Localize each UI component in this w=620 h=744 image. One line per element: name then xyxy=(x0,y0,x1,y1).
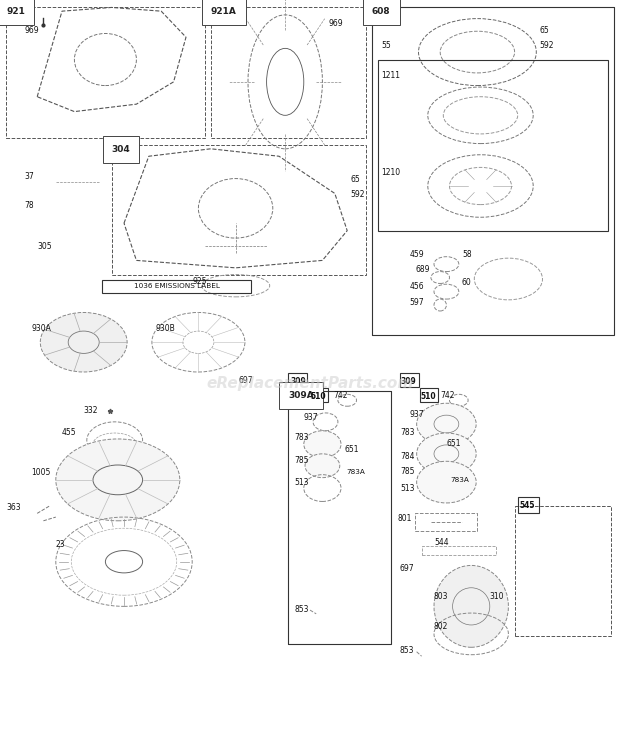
Text: 853: 853 xyxy=(294,605,309,614)
Text: 801: 801 xyxy=(397,514,412,523)
Text: 1036 EMISSIONS LABEL: 1036 EMISSIONS LABEL xyxy=(134,283,219,289)
Text: 456: 456 xyxy=(409,282,424,291)
Ellipse shape xyxy=(305,454,340,478)
Text: 803: 803 xyxy=(434,592,448,601)
Text: 651: 651 xyxy=(446,440,461,449)
Text: 544: 544 xyxy=(434,539,449,548)
Text: 921A: 921A xyxy=(211,7,237,16)
Text: 310: 310 xyxy=(490,592,504,601)
Text: 55: 55 xyxy=(381,42,391,51)
Text: 697: 697 xyxy=(239,376,254,385)
Ellipse shape xyxy=(40,312,127,372)
Text: 459: 459 xyxy=(409,250,424,259)
Text: 784: 784 xyxy=(400,452,414,461)
Text: 969: 969 xyxy=(25,26,40,35)
Text: 969: 969 xyxy=(329,19,343,28)
Ellipse shape xyxy=(417,433,476,475)
Ellipse shape xyxy=(434,565,508,647)
Text: 513: 513 xyxy=(294,478,309,487)
Text: 305: 305 xyxy=(37,243,52,251)
Text: 58: 58 xyxy=(462,250,472,259)
Text: 921: 921 xyxy=(6,7,25,16)
Ellipse shape xyxy=(56,439,180,521)
Text: 510: 510 xyxy=(420,392,436,401)
Text: 1211: 1211 xyxy=(381,71,401,80)
Text: 783A: 783A xyxy=(346,469,365,475)
Text: 689: 689 xyxy=(415,265,430,274)
Text: 937: 937 xyxy=(304,414,319,423)
Text: 304: 304 xyxy=(112,145,130,154)
Text: 37: 37 xyxy=(25,172,35,181)
Text: 1005: 1005 xyxy=(31,468,50,477)
Text: 1210: 1210 xyxy=(381,168,401,177)
Text: eReplacementParts.com: eReplacementParts.com xyxy=(206,376,414,391)
Text: 545: 545 xyxy=(520,501,535,510)
Text: 802: 802 xyxy=(434,622,448,631)
Ellipse shape xyxy=(304,431,341,458)
Text: 309A: 309A xyxy=(288,391,314,400)
Text: 23: 23 xyxy=(56,540,66,549)
Text: 592: 592 xyxy=(539,42,554,51)
Text: 513: 513 xyxy=(400,484,414,493)
Text: 930B: 930B xyxy=(155,324,175,333)
Text: 60: 60 xyxy=(462,278,472,287)
Ellipse shape xyxy=(417,403,476,445)
Text: 925: 925 xyxy=(192,278,206,286)
Text: 455: 455 xyxy=(62,429,77,437)
Text: 592: 592 xyxy=(350,190,365,199)
Text: 785: 785 xyxy=(294,456,309,465)
Text: 309: 309 xyxy=(290,377,306,386)
Text: 785: 785 xyxy=(400,467,414,476)
Text: 78: 78 xyxy=(25,202,35,211)
Text: 783: 783 xyxy=(294,434,309,443)
Text: 309: 309 xyxy=(401,377,416,386)
Text: 332: 332 xyxy=(84,406,98,415)
Text: 742: 742 xyxy=(440,391,454,400)
Text: 510: 510 xyxy=(310,392,326,401)
Text: 651: 651 xyxy=(344,445,358,454)
Text: 65: 65 xyxy=(539,27,549,36)
Text: 930A: 930A xyxy=(31,324,51,333)
Text: 853: 853 xyxy=(400,647,414,655)
Text: 363: 363 xyxy=(6,503,21,512)
Text: 697: 697 xyxy=(400,564,415,573)
Text: 783: 783 xyxy=(400,429,414,437)
Text: 608: 608 xyxy=(372,7,391,16)
Text: 597: 597 xyxy=(409,298,424,307)
Text: 65: 65 xyxy=(350,176,360,185)
Text: 783A: 783A xyxy=(450,477,469,483)
Text: 937: 937 xyxy=(409,410,424,419)
Ellipse shape xyxy=(417,461,476,503)
Text: 742: 742 xyxy=(334,391,348,400)
